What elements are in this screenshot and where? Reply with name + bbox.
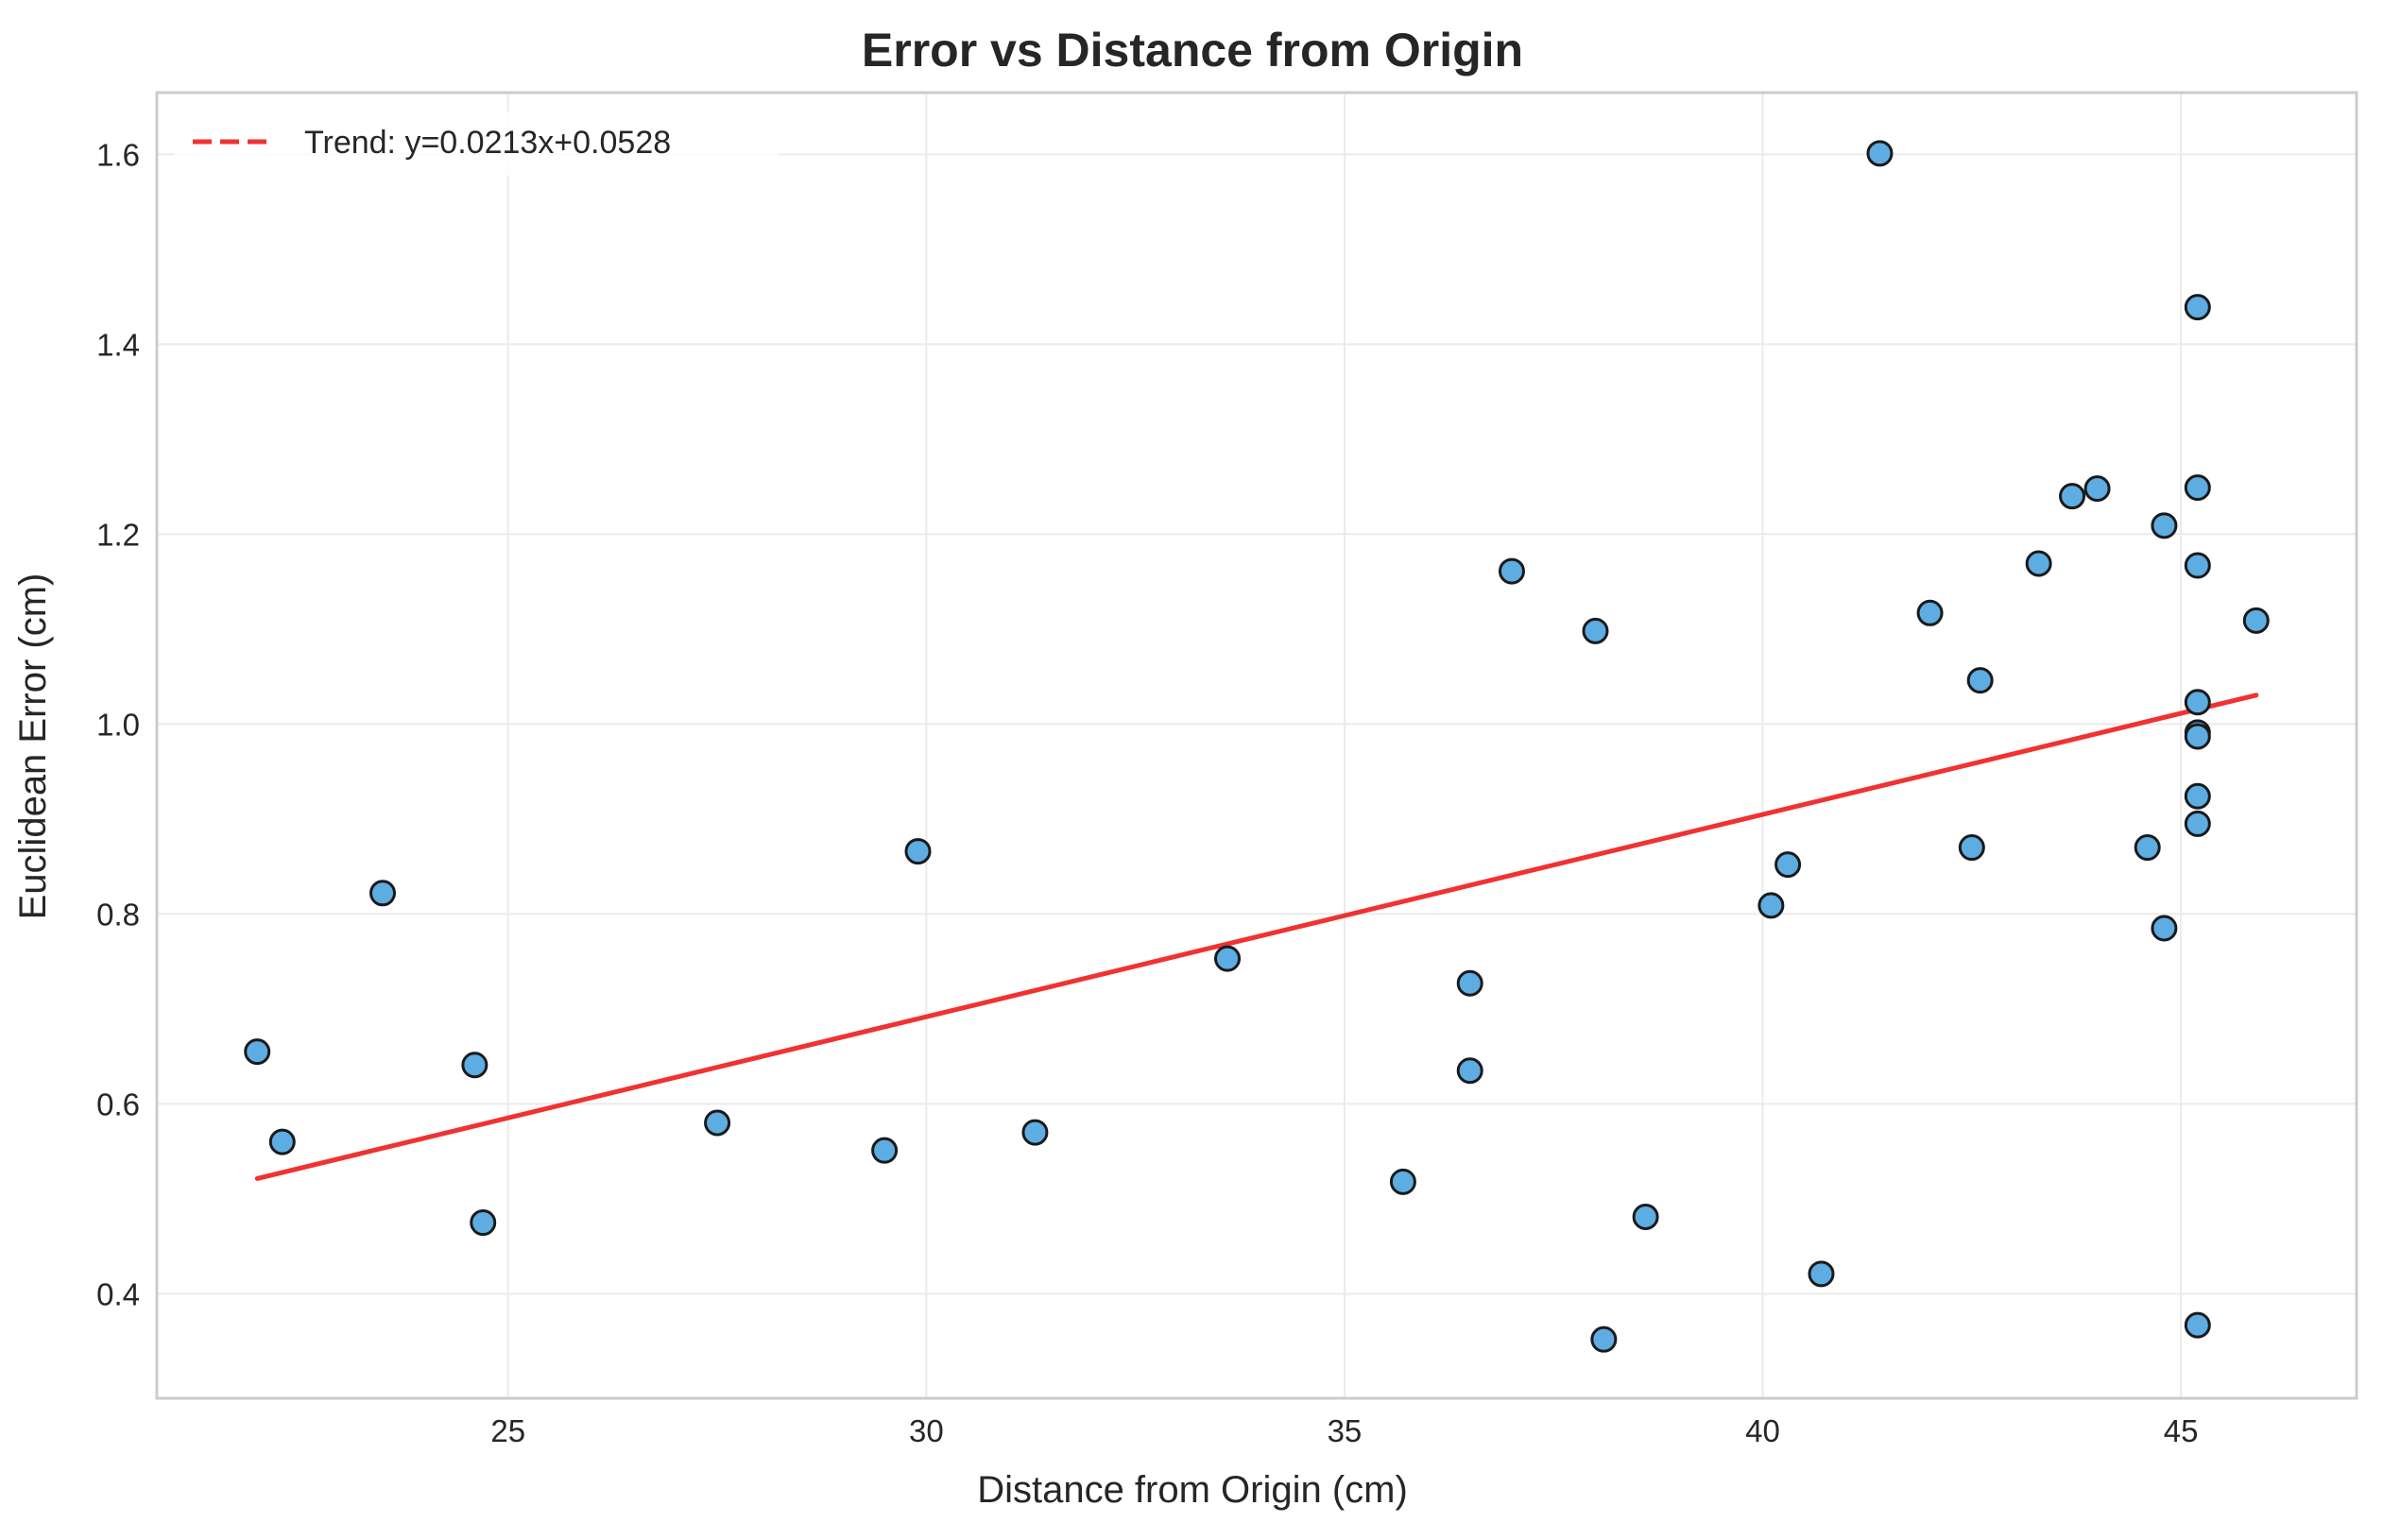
scatter-point (470, 1209, 497, 1237)
scatter-point (704, 1109, 731, 1137)
x-tick-label: 35 (1328, 1413, 1363, 1448)
scatter-point (2184, 1311, 2211, 1339)
scatter-point (2242, 607, 2270, 634)
scatter-point (2184, 689, 2211, 716)
y-tick-label: 1.6 (96, 137, 140, 172)
y-axis-label: Euclidean Error (cm) (12, 573, 54, 920)
scatter-point (2184, 810, 2211, 837)
y-tick-label: 1.4 (96, 327, 140, 362)
legend-trend-label: Trend: y=0.0213x+0.0528 (304, 125, 671, 161)
scatter-point (1590, 1326, 1618, 1353)
scatter-point (1966, 667, 1994, 694)
legend-box (174, 111, 779, 176)
scatter-point (2184, 782, 2211, 810)
x-tick-label: 45 (2164, 1413, 2199, 1448)
scatter-point (904, 838, 932, 865)
y-tick-label: 1.2 (96, 517, 140, 552)
scatter-point (1632, 1204, 1659, 1231)
scatter-point (1498, 557, 1525, 585)
scatter-point (2184, 552, 2211, 579)
scatter-point (2151, 512, 2178, 539)
scatter-point (1021, 1119, 1049, 1146)
scatter-point (2083, 475, 2111, 503)
scatter-point (1808, 1260, 1835, 1288)
scatter-point (244, 1038, 271, 1066)
y-tick-label: 0.4 (96, 1276, 140, 1311)
scatter-point (1774, 851, 1802, 879)
scatter-point (1582, 617, 1609, 644)
x-tick-label: 40 (1745, 1413, 1780, 1448)
scatter-point (2134, 834, 2161, 862)
y-tick-label: 1.0 (96, 707, 140, 742)
scatter-point (268, 1128, 296, 1155)
scatter-point (1916, 599, 1944, 626)
scatter-point (1214, 945, 1242, 972)
scatter-point (1958, 834, 1985, 862)
scatter-point (2059, 483, 2086, 510)
scatter-point (369, 880, 396, 907)
trend-layer (254, 693, 2259, 1181)
tick-labels: 25 30 35 40 45 0.4 0.6 0.8 1.0 1.2 1.4 1.6 (96, 137, 2198, 1448)
chart-title: Error vs Distance from Origin (862, 24, 1523, 77)
x-tick-label: 25 (490, 1413, 525, 1448)
scatter-point (2151, 915, 2178, 942)
scatter-point (1456, 969, 1483, 997)
scatter-point (2184, 294, 2211, 321)
trend-line (254, 693, 2259, 1181)
points-layer (244, 140, 2270, 1353)
scatter-point (1757, 892, 1785, 919)
scatter-point (871, 1137, 899, 1164)
scatter-point (1866, 140, 1894, 167)
scatter-point (461, 1052, 489, 1079)
scatter-point (1389, 1168, 1416, 1195)
x-tick-label: 30 (909, 1413, 944, 1448)
y-tick-label: 0.6 (96, 1087, 140, 1121)
scatter-point (2184, 474, 2211, 502)
scatter-point (2025, 550, 2052, 577)
scatter-point (1456, 1057, 1483, 1085)
plot-frame (155, 91, 2358, 1400)
axes (155, 91, 2358, 1400)
y-tick-label: 0.8 (96, 897, 140, 932)
scatter-point (2184, 723, 2211, 750)
legend: Trend: y=0.0213x+0.0528 (174, 111, 779, 176)
x-axis-label: Distance from Origin (cm) (977, 1469, 1408, 1511)
